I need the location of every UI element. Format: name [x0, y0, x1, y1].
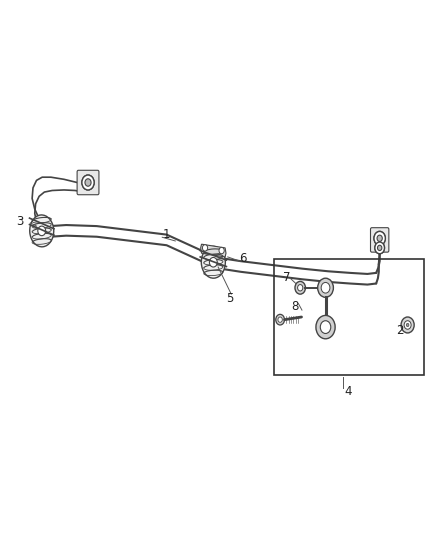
FancyBboxPatch shape — [77, 170, 99, 195]
Circle shape — [316, 316, 335, 339]
Circle shape — [278, 317, 283, 322]
Circle shape — [374, 231, 385, 245]
Text: 7: 7 — [283, 271, 290, 284]
Circle shape — [320, 321, 331, 334]
Circle shape — [406, 324, 409, 327]
Circle shape — [202, 245, 208, 251]
Circle shape — [404, 321, 411, 329]
Text: 8: 8 — [292, 300, 299, 313]
Ellipse shape — [201, 246, 225, 278]
Text: 3: 3 — [17, 215, 24, 228]
Circle shape — [378, 245, 382, 251]
Ellipse shape — [30, 215, 54, 247]
Circle shape — [401, 317, 414, 333]
Text: 1: 1 — [163, 228, 170, 241]
Circle shape — [374, 231, 385, 245]
Ellipse shape — [209, 257, 217, 267]
Circle shape — [378, 245, 382, 251]
FancyBboxPatch shape — [371, 228, 389, 252]
Circle shape — [375, 242, 385, 254]
Polygon shape — [201, 244, 226, 257]
Text: 5: 5 — [226, 292, 233, 305]
Circle shape — [295, 281, 305, 294]
Circle shape — [297, 285, 303, 291]
Text: 4: 4 — [344, 385, 352, 398]
Circle shape — [85, 179, 91, 186]
Circle shape — [219, 247, 224, 254]
Bar — [274, 259, 424, 375]
Ellipse shape — [38, 226, 46, 236]
Circle shape — [375, 242, 385, 254]
Text: 2: 2 — [396, 324, 404, 337]
Text: 6: 6 — [239, 252, 247, 265]
Circle shape — [321, 282, 330, 293]
Circle shape — [318, 278, 333, 297]
Circle shape — [276, 314, 285, 325]
Circle shape — [82, 175, 94, 190]
Circle shape — [82, 175, 94, 190]
Circle shape — [377, 235, 382, 241]
Circle shape — [85, 179, 91, 186]
Circle shape — [377, 235, 382, 241]
